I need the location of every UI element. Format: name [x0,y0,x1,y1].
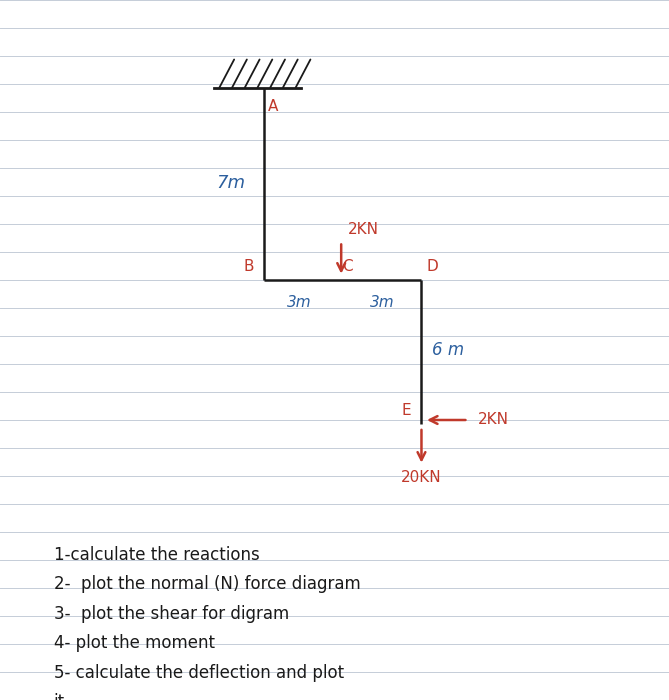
Text: E: E [401,403,411,418]
Text: 3m: 3m [371,295,395,310]
Text: 1-calculate the reactions: 1-calculate the reactions [54,546,260,564]
Text: 2KN: 2KN [478,412,509,428]
Text: 2-  plot the normal (N) force diagram: 2- plot the normal (N) force diagram [54,575,361,594]
Text: A: A [268,99,278,114]
Text: 20KN: 20KN [401,470,442,485]
Text: 4- plot the moment: 4- plot the moment [54,634,215,652]
Text: 7m: 7m [216,174,246,193]
Text: 2KN: 2KN [348,222,379,237]
Text: 3-  plot the shear for digram: 3- plot the shear for digram [54,605,289,623]
Text: 3m: 3m [288,295,312,310]
Text: 6 m: 6 m [432,341,464,359]
Text: 5- calculate the deflection and plot: 5- calculate the deflection and plot [54,664,344,682]
Text: C: C [343,260,353,274]
Text: it: it [54,693,65,700]
Text: D: D [427,260,439,274]
Text: B: B [244,260,254,274]
